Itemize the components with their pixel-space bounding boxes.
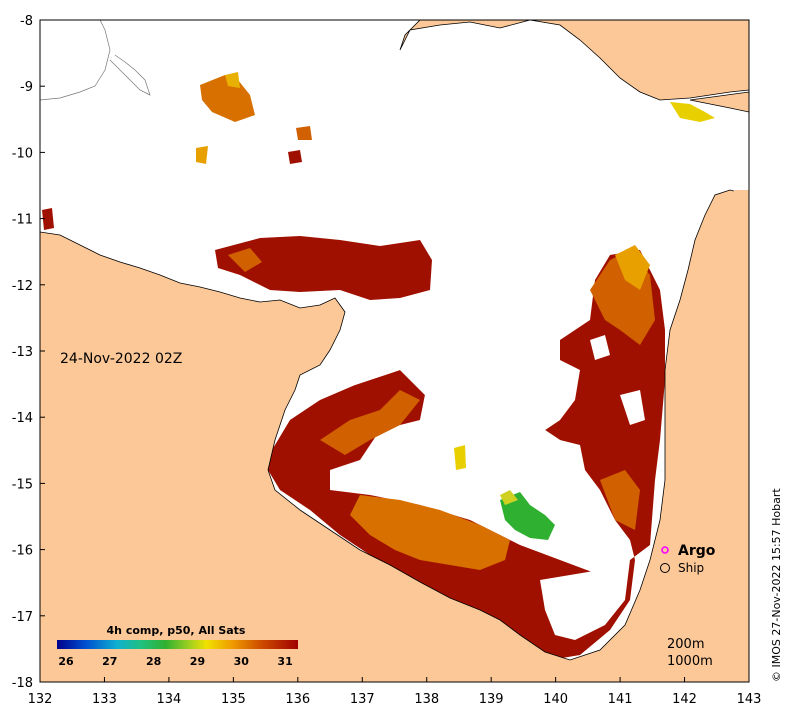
y-tick-label: -15 bbox=[12, 477, 33, 492]
y-tick-label: -12 bbox=[12, 279, 33, 294]
sst-gap-central bbox=[330, 300, 585, 500]
sst-yellow-patch bbox=[500, 490, 518, 505]
sst-yellow-spot bbox=[454, 445, 466, 470]
new-guinea bbox=[399, 20, 749, 101]
ship-label: Ship bbox=[678, 561, 704, 575]
sst-east-yellow bbox=[615, 245, 650, 290]
sst-ne-patch bbox=[670, 102, 715, 122]
tanimbar-islands-outline bbox=[40, 20, 151, 101]
sst-west-patch2 bbox=[42, 208, 54, 230]
sst-north-patch-1 bbox=[200, 75, 255, 122]
x-tick-label: 138 bbox=[414, 692, 439, 707]
argo-marker-icon bbox=[661, 546, 669, 554]
sst-north-patch-4 bbox=[196, 146, 208, 164]
isobath-200-label: 200m bbox=[667, 637, 704, 652]
isobath-1000-label: 1000m bbox=[667, 654, 713, 669]
argo-label: Argo bbox=[678, 543, 716, 559]
y-tick-label: -13 bbox=[12, 345, 33, 360]
sst-green-patch bbox=[500, 492, 555, 540]
sst-gap-east2 bbox=[590, 335, 610, 360]
y-tick-label: -10 bbox=[12, 146, 33, 161]
colorbar-tick-label: 31 bbox=[277, 655, 292, 668]
y-tick-label: -16 bbox=[12, 544, 33, 559]
x-tick-label: 136 bbox=[285, 692, 310, 707]
colorbar-tick-label: 30 bbox=[234, 655, 250, 668]
arnhem-land bbox=[40, 189, 749, 682]
x-tick-label: 137 bbox=[350, 692, 375, 707]
x-tick-label: 143 bbox=[737, 692, 762, 707]
x-tick-label: 132 bbox=[28, 692, 53, 707]
sst-northern-band-orange bbox=[228, 248, 262, 272]
x-tick-label: 142 bbox=[672, 692, 697, 707]
map-plot-area bbox=[40, 20, 749, 682]
y-tick-label: -9 bbox=[20, 80, 33, 95]
sst-gap-east bbox=[620, 390, 645, 425]
sst-north-patch-2 bbox=[288, 150, 302, 164]
colorbar-title: 4h comp, p50, All Sats bbox=[107, 624, 246, 637]
colorbar-bar bbox=[57, 640, 298, 649]
colorbar-tick-label: 27 bbox=[102, 655, 117, 668]
new-guinea-south-tip bbox=[689, 91, 749, 113]
x-tick-label: 133 bbox=[92, 692, 117, 707]
sst-gulf-mid-orange bbox=[350, 495, 510, 570]
colorbar-tick-label: 28 bbox=[146, 655, 161, 668]
ship-marker-icon bbox=[660, 563, 670, 573]
x-axis: 132 133 134 135 136 137 138 139 140 141 142 143 bbox=[28, 677, 762, 707]
colorbar-tick-label: 29 bbox=[190, 655, 205, 668]
sst-data-layer bbox=[40, 72, 715, 660]
sst-north-patch-3 bbox=[296, 126, 312, 140]
sst-gulf-west-orange bbox=[320, 390, 420, 455]
colorbar-tick-label: 26 bbox=[58, 655, 74, 668]
sst-gulf-south bbox=[268, 250, 665, 660]
y-axis: -8 -9 -10 -11 -12 -13 -14 -15 -16 -17 -18 bbox=[12, 14, 45, 691]
sst-east-south-orange bbox=[600, 470, 640, 530]
colorbar-ticks: 26 27 28 29 30 31 bbox=[58, 655, 292, 668]
y-tick-label: -17 bbox=[12, 610, 33, 625]
y-tick-label: -18 bbox=[12, 676, 33, 691]
x-tick-label: 141 bbox=[608, 692, 633, 707]
y-tick-label: -14 bbox=[12, 411, 33, 426]
credit-text: © IMOS 27-Nov-2022 15:57 Hobart bbox=[770, 488, 783, 682]
cape-york-top bbox=[680, 190, 749, 682]
x-tick-label: 135 bbox=[221, 692, 246, 707]
x-tick-label: 140 bbox=[543, 692, 568, 707]
sst-northern-band bbox=[215, 236, 432, 300]
y-tick-label: -11 bbox=[12, 213, 33, 228]
x-tick-label: 134 bbox=[156, 692, 181, 707]
sst-gap-south bbox=[540, 560, 630, 640]
x-tick-label: 139 bbox=[479, 692, 504, 707]
y-tick-label: -8 bbox=[20, 14, 33, 29]
sst-north-patch-1y bbox=[225, 72, 240, 88]
land-layer bbox=[40, 20, 749, 682]
date-label: 24-Nov-2022 02Z bbox=[60, 351, 182, 367]
